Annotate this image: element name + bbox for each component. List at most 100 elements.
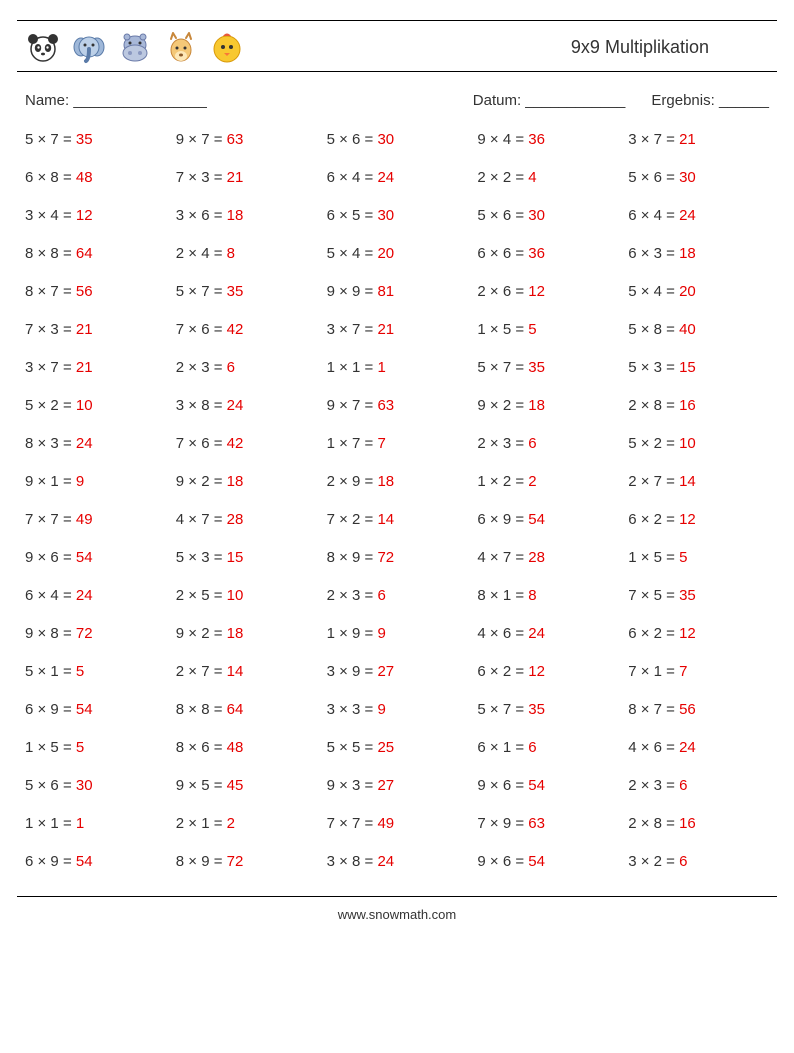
problem-cell: 4 × 7 = 28 bbox=[176, 511, 317, 528]
problem-cell: 9 × 2 = 18 bbox=[477, 397, 618, 414]
problem-question: 8 × 7 = bbox=[628, 701, 679, 718]
problem-question: 2 × 8 = bbox=[628, 815, 679, 832]
problem-answer: 5 bbox=[76, 663, 84, 680]
problem-answer: 28 bbox=[227, 511, 244, 528]
problem-cell: 3 × 6 = 18 bbox=[176, 207, 317, 224]
problem-question: 3 × 8 = bbox=[176, 397, 227, 414]
problem-answer: 18 bbox=[227, 625, 244, 642]
problem-cell: 9 × 9 = 81 bbox=[327, 283, 468, 300]
problem-question: 5 × 2 = bbox=[25, 397, 76, 414]
problem-answer: 8 bbox=[227, 245, 235, 262]
problem-cell: 8 × 6 = 48 bbox=[176, 739, 317, 756]
problem-cell: 2 × 7 = 14 bbox=[628, 473, 769, 490]
problem-answer: 64 bbox=[76, 245, 93, 262]
problem-question: 7 × 9 = bbox=[477, 815, 528, 832]
problem-answer: 54 bbox=[528, 853, 545, 870]
problem-cell: 9 × 1 = 9 bbox=[25, 473, 166, 490]
problem-cell: 6 × 9 = 54 bbox=[25, 701, 166, 718]
problem-question: 8 × 8 = bbox=[176, 701, 227, 718]
problem-answer: 72 bbox=[227, 853, 244, 870]
problem-question: 3 × 7 = bbox=[628, 131, 679, 148]
problem-answer: 24 bbox=[679, 207, 696, 224]
problem-question: 6 × 3 = bbox=[628, 245, 679, 262]
info-right: Datum: ____________ Ergebnis: ______ bbox=[473, 92, 769, 109]
problem-cell: 9 × 3 = 27 bbox=[327, 777, 468, 794]
problem-question: 1 × 7 = bbox=[327, 435, 378, 452]
problem-cell: 8 × 8 = 64 bbox=[176, 701, 317, 718]
hippo-icon bbox=[117, 29, 153, 65]
problem-answer: 63 bbox=[528, 815, 545, 832]
problem-answer: 54 bbox=[528, 777, 545, 794]
problem-question: 5 × 6 = bbox=[628, 169, 679, 186]
problem-question: 5 × 6 = bbox=[477, 207, 528, 224]
problem-answer: 45 bbox=[227, 777, 244, 794]
problem-answer: 24 bbox=[76, 587, 93, 604]
problem-answer: 40 bbox=[679, 321, 696, 338]
problem-answer: 15 bbox=[679, 359, 696, 376]
problem-answer: 24 bbox=[679, 739, 696, 756]
problem-answer: 36 bbox=[528, 245, 545, 262]
problem-question: 4 × 6 = bbox=[477, 625, 528, 642]
problem-cell: 9 × 7 = 63 bbox=[327, 397, 468, 414]
problem-question: 9 × 4 = bbox=[477, 131, 528, 148]
problem-cell: 3 × 9 = 27 bbox=[327, 663, 468, 680]
problem-answer: 20 bbox=[377, 245, 394, 262]
problem-answer: 24 bbox=[76, 435, 93, 452]
problem-answer: 72 bbox=[377, 549, 394, 566]
problem-answer: 18 bbox=[528, 397, 545, 414]
problem-cell: 6 × 4 = 24 bbox=[25, 587, 166, 604]
problem-cell: 9 × 6 = 54 bbox=[477, 777, 618, 794]
problem-cell: 5 × 4 = 20 bbox=[628, 283, 769, 300]
problem-question: 5 × 7 = bbox=[25, 131, 76, 148]
problem-question: 9 × 6 = bbox=[477, 777, 528, 794]
problem-question: 6 × 9 = bbox=[25, 701, 76, 718]
problem-answer: 2 bbox=[227, 815, 235, 832]
problem-cell: 3 × 3 = 9 bbox=[327, 701, 468, 718]
problem-answer: 48 bbox=[76, 169, 93, 186]
problems-grid: 5 × 7 = 359 × 7 = 635 × 6 = 309 × 4 = 36… bbox=[17, 117, 777, 882]
problem-answer: 1 bbox=[377, 359, 385, 376]
problem-question: 1 × 5 = bbox=[477, 321, 528, 338]
problem-answer: 10 bbox=[227, 587, 244, 604]
problem-cell: 8 × 7 = 56 bbox=[628, 701, 769, 718]
problem-question: 7 × 6 = bbox=[176, 321, 227, 338]
problem-question: 7 × 6 = bbox=[176, 435, 227, 452]
problem-answer: 5 bbox=[76, 739, 84, 756]
problem-answer: 4 bbox=[528, 169, 536, 186]
problem-cell: 3 × 7 = 21 bbox=[628, 131, 769, 148]
problem-answer: 30 bbox=[528, 207, 545, 224]
problem-answer: 8 bbox=[528, 587, 536, 604]
problem-cell: 8 × 7 = 56 bbox=[25, 283, 166, 300]
problem-answer: 30 bbox=[679, 169, 696, 186]
problem-question: 8 × 9 = bbox=[327, 549, 378, 566]
problem-cell: 2 × 3 = 6 bbox=[176, 359, 317, 376]
problem-question: 9 × 7 = bbox=[176, 131, 227, 148]
problem-question: 9 × 8 = bbox=[25, 625, 76, 642]
problem-answer: 7 bbox=[679, 663, 687, 680]
problem-question: 8 × 3 = bbox=[25, 435, 76, 452]
problem-answer: 48 bbox=[227, 739, 244, 756]
problem-cell: 1 × 2 = 2 bbox=[477, 473, 618, 490]
problem-question: 5 × 7 = bbox=[477, 701, 528, 718]
problem-cell: 5 × 6 = 30 bbox=[477, 207, 618, 224]
problem-cell: 5 × 3 = 15 bbox=[176, 549, 317, 566]
problem-question: 9 × 1 = bbox=[25, 473, 76, 490]
problem-cell: 9 × 4 = 36 bbox=[477, 131, 618, 148]
problem-answer: 12 bbox=[528, 663, 545, 680]
problem-cell: 5 × 2 = 10 bbox=[25, 397, 166, 414]
info-row: Name: ________________ Datum: __________… bbox=[17, 72, 777, 117]
problem-cell: 3 × 7 = 21 bbox=[25, 359, 166, 376]
problem-cell: 6 × 9 = 54 bbox=[25, 853, 166, 870]
problem-question: 7 × 2 = bbox=[327, 511, 378, 528]
problem-cell: 5 × 6 = 30 bbox=[628, 169, 769, 186]
problem-cell: 1 × 9 = 9 bbox=[327, 625, 468, 642]
problem-answer: 6 bbox=[679, 777, 687, 794]
problem-cell: 8 × 9 = 72 bbox=[327, 549, 468, 566]
problem-answer: 30 bbox=[377, 207, 394, 224]
problem-answer: 49 bbox=[377, 815, 394, 832]
problem-answer: 21 bbox=[679, 131, 696, 148]
problem-question: 5 × 7 = bbox=[477, 359, 528, 376]
problem-question: 2 × 6 = bbox=[477, 283, 528, 300]
problem-cell: 9 × 6 = 54 bbox=[25, 549, 166, 566]
problem-answer: 14 bbox=[227, 663, 244, 680]
